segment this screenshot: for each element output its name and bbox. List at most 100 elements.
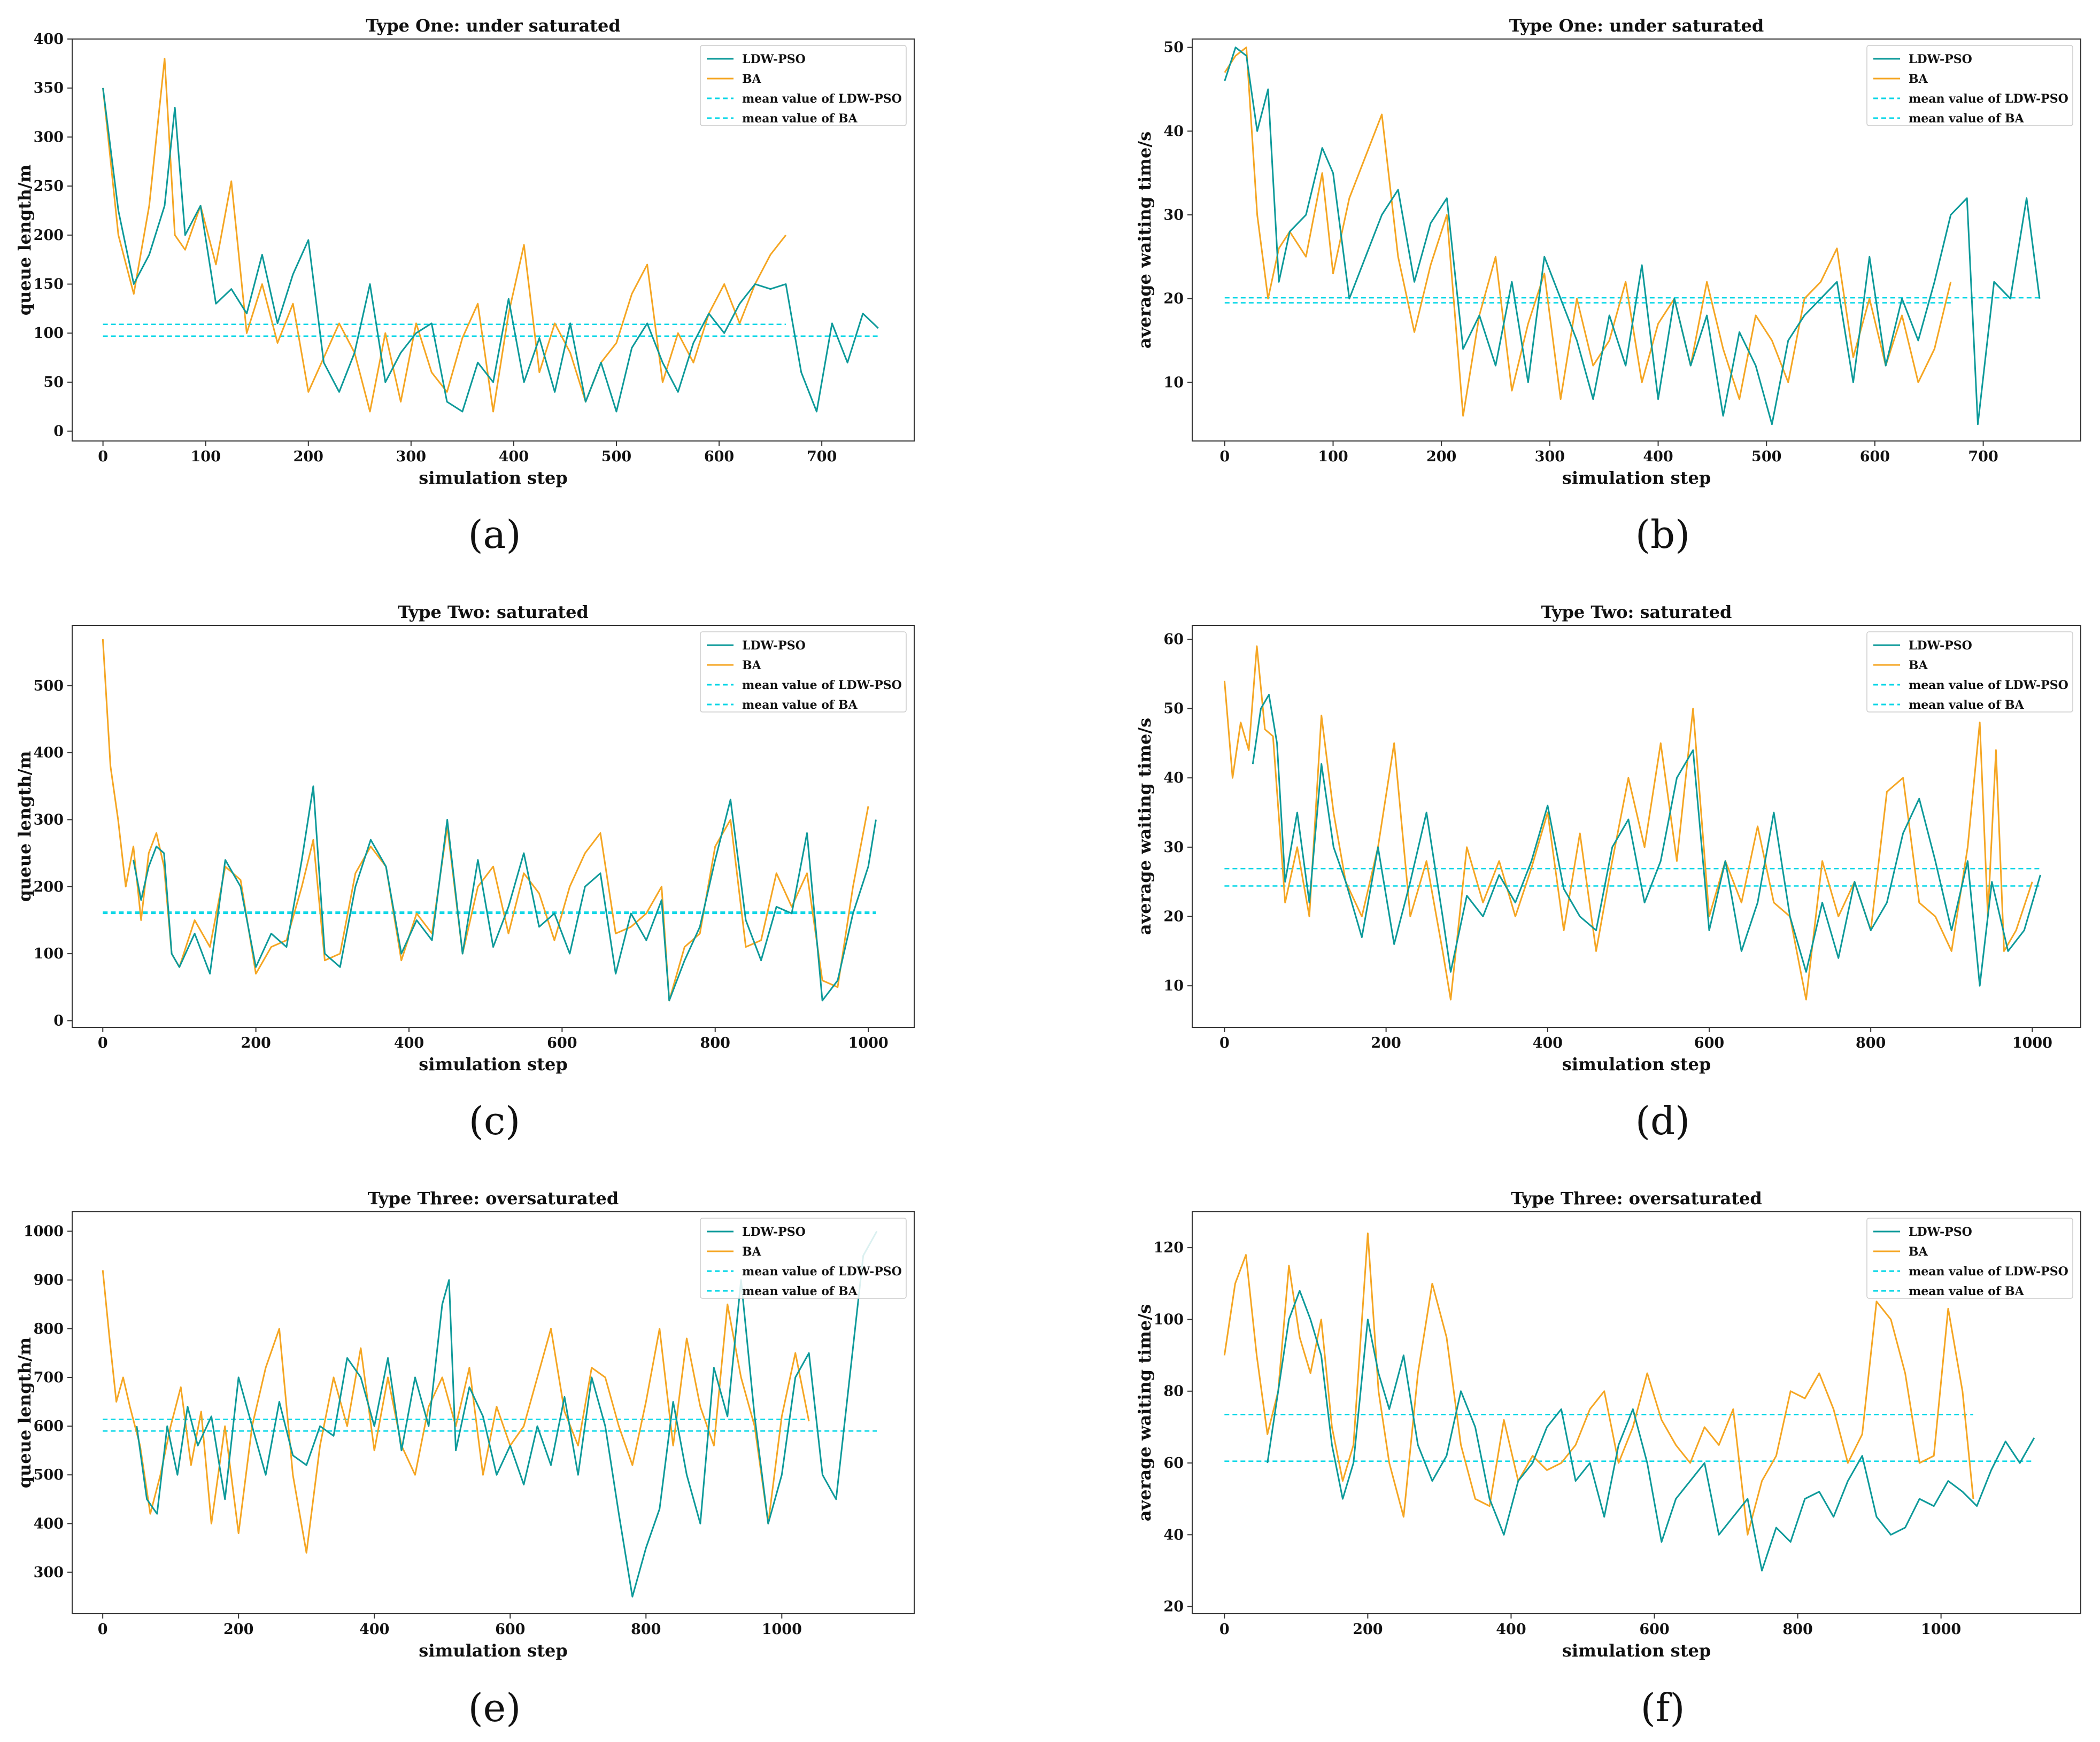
y-tick-label: 10 xyxy=(1163,374,1184,391)
x-tick-label: 600 xyxy=(547,1035,577,1051)
chart-panel-3: Type Two: saturated simulation step queue … xyxy=(14,602,915,1143)
y-axis-label: queue length/m xyxy=(14,165,35,316)
legend-entry: BA xyxy=(1909,659,1928,672)
chart-panel-2: Type One: under saturated simulation step… xyxy=(1134,16,2081,557)
x-tick-label: 800 xyxy=(700,1035,730,1051)
y-tick-label: 40 xyxy=(1163,1527,1184,1543)
y-tick-label: 700 xyxy=(34,1369,64,1386)
series-line-ba xyxy=(102,1270,810,1554)
legend-entry: LDW-PSO xyxy=(1909,52,1972,66)
legend-entry: BA xyxy=(742,1245,762,1259)
y-tick-label: 500 xyxy=(34,678,64,694)
x-tick-label: 400 xyxy=(359,1621,389,1638)
chart-panel-5: Type Three: oversaturated simulation step… xyxy=(14,1188,915,1730)
x-tick-label: 800 xyxy=(1782,1621,1812,1638)
x-tick-label: 200 xyxy=(1353,1621,1383,1638)
x-axis-label: simulation step xyxy=(419,1640,567,1661)
x-tick-label: 0 xyxy=(1219,1035,1230,1051)
legend-entry: mean value of BA xyxy=(1909,112,2025,126)
x-axis-label: simulation step xyxy=(1562,1054,1711,1074)
y-axis-label: average waiting time/s xyxy=(1134,1304,1155,1521)
y-axis-label: average waiting time/s xyxy=(1134,131,1155,349)
y-tick-label: 20 xyxy=(1163,1599,1184,1615)
legend-entry: mean value of LDW-PSO xyxy=(1909,92,2068,106)
series-line-ba xyxy=(1223,645,2033,1001)
x-tick-label: 300 xyxy=(396,448,426,465)
legend-entry: LDW-PSO xyxy=(742,1225,806,1239)
y-tick-label: 400 xyxy=(34,1515,64,1532)
chart-title: Type Three: oversaturated xyxy=(368,1188,619,1209)
legend-entry: LDW-PSO xyxy=(1909,1225,1972,1239)
chart-title: Type Two: saturated xyxy=(1541,602,1732,622)
x-tick-label: 100 xyxy=(191,448,221,465)
x-tick-label: 200 xyxy=(241,1035,271,1051)
x-tick-label: 400 xyxy=(1496,1621,1526,1638)
series-line-ldw-pso xyxy=(1224,47,2041,425)
legend-entry: mean value of LDW-PSO xyxy=(1909,1265,2068,1279)
x-tick-label: 0 xyxy=(98,448,108,465)
y-tick-label: 150 xyxy=(34,276,64,293)
x-tick-label: 400 xyxy=(499,448,529,465)
y-tick-label: 300 xyxy=(34,129,64,145)
chart-panel-4: Type Two: saturated simulation step averag… xyxy=(1134,602,2081,1143)
y-tick-label: 300 xyxy=(34,811,64,828)
y-tick-label: 60 xyxy=(1163,1455,1184,1472)
panel-caption: (e) xyxy=(468,1685,521,1730)
panel-caption: (b) xyxy=(1635,512,1690,557)
x-tick-label: 600 xyxy=(495,1621,525,1638)
y-tick-label: 100 xyxy=(1154,1311,1184,1328)
y-tick-label: 30 xyxy=(1163,207,1184,223)
series-line-ba xyxy=(102,58,787,413)
y-tick-label: 20 xyxy=(1163,291,1184,307)
y-tick-label: 100 xyxy=(34,325,64,342)
y-tick-label: 300 xyxy=(34,1565,64,1581)
x-tick-label: 800 xyxy=(631,1621,661,1638)
x-tick-label: 600 xyxy=(704,448,734,465)
x-tick-label: 400 xyxy=(1533,1035,1563,1051)
y-tick-label: 250 xyxy=(34,178,64,195)
x-tick-label: 500 xyxy=(601,448,631,465)
plot-frame xyxy=(72,625,915,1028)
legend-entry: mean value of LDW-PSO xyxy=(742,92,902,106)
x-tick-label: 0 xyxy=(98,1035,108,1051)
x-tick-label: 1000 xyxy=(762,1621,802,1638)
y-tick-label: 200 xyxy=(34,227,64,244)
y-axis-label: average waiting time/s xyxy=(1134,718,1155,935)
x-tick-label: 800 xyxy=(1856,1035,1886,1051)
chart-title: Type One: under saturated xyxy=(366,16,620,36)
y-tick-label: 40 xyxy=(1163,123,1184,140)
y-tick-label: 0 xyxy=(53,1012,64,1029)
legend-entry: mean value of BA xyxy=(742,698,858,712)
plot-frame xyxy=(1192,625,2081,1028)
plot-frame xyxy=(1192,1211,2081,1614)
chart-title: Type Three: oversaturated xyxy=(1511,1188,1762,1209)
plot-frame xyxy=(72,38,915,442)
legend-entry: LDW-PSO xyxy=(1909,639,1972,653)
x-axis-label: simulation step xyxy=(1562,468,1711,488)
x-axis-label: simulation step xyxy=(1562,1640,1711,1661)
x-tick-label: 500 xyxy=(1751,448,1781,465)
y-tick-label: 800 xyxy=(34,1321,64,1337)
y-tick-label: 200 xyxy=(34,879,64,895)
series-line-ldw-pso xyxy=(1267,1290,2035,1571)
x-tick-label: 600 xyxy=(1639,1621,1669,1638)
y-tick-label: 40 xyxy=(1163,770,1184,786)
legend-entry: BA xyxy=(1909,72,1928,86)
x-tick-label: 200 xyxy=(223,1621,253,1638)
x-tick-label: 0 xyxy=(98,1621,108,1638)
legend-entry: mean value of LDW-PSO xyxy=(742,678,902,692)
legend-entry: LDW-PSO xyxy=(742,52,806,66)
legend-entry: BA xyxy=(742,72,762,86)
y-tick-label: 50 xyxy=(43,374,64,391)
chart-panel-6: Type Three: oversaturated simulation step… xyxy=(1134,1188,2081,1730)
legend-box xyxy=(700,631,907,713)
panel-caption: (c) xyxy=(469,1098,521,1143)
y-tick-label: 900 xyxy=(34,1272,64,1289)
y-tick-label: 350 xyxy=(34,80,64,97)
series-line-ldw-pso xyxy=(102,88,879,413)
y-tick-label: 60 xyxy=(1163,631,1184,648)
legend-entry: mean value of BA xyxy=(742,112,858,126)
y-axis-label: queue length/m xyxy=(14,751,35,902)
legend-entry: mean value of BA xyxy=(1909,1284,2025,1298)
chart-panel-1: Type One: under saturated simulation step… xyxy=(14,16,915,557)
